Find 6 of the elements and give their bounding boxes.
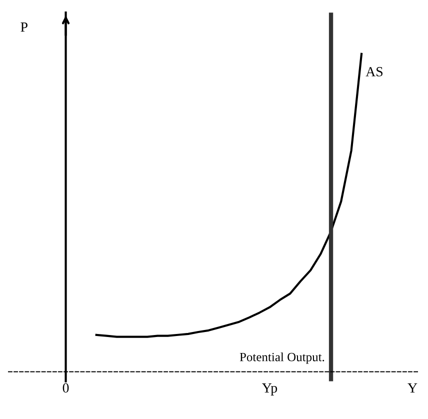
annotation: Potential Output. [240, 352, 324, 364]
x-tick-label: Yp [262, 383, 278, 396]
x-tick-label: Y [408, 383, 418, 393]
y-axis-title: P [20, 22, 28, 32]
series-label: AS [366, 67, 382, 76]
x-tick-label: 0 [62, 383, 69, 393]
